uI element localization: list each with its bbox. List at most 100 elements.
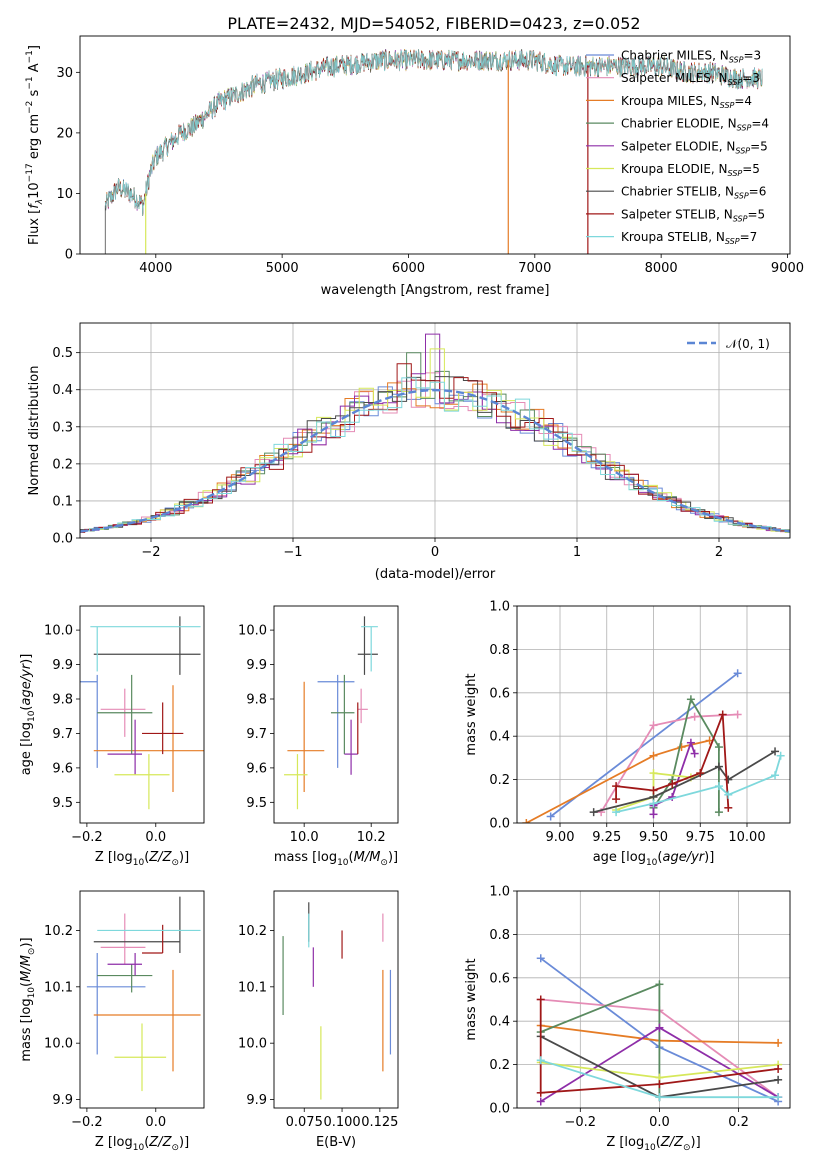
x-tick-label: 2 [715, 545, 723, 560]
x-tick-label: 9.00 [546, 830, 575, 845]
y-tick-label: 9.5 [246, 796, 267, 811]
label-fragment: f [27, 202, 42, 209]
y-tick-label: 0.0 [489, 1102, 510, 1117]
y-axis-label: Flux [fλ10−17 erg cm−2 s−1 A−1] [25, 45, 45, 245]
y-tick-label: 0.8 [489, 928, 510, 943]
label-fragment: 10 [644, 1143, 656, 1153]
age-vs-mass-panel: 10.0 10.2 9.5 9.6 9.7 9.8 9.9 10.0 mass [log10(M… [238, 605, 399, 868]
label-fragment: Z/Z [660, 1135, 684, 1150]
label-fragment: ( [19, 706, 34, 711]
y-tick-label: 0.1 [52, 494, 73, 509]
x-tick-label: 9000 [771, 261, 804, 276]
y-tick-label: 9.9 [52, 1093, 73, 1108]
legend-series-name: Chabrier MILES, N [621, 49, 729, 63]
legend-series-name: Salpeter ELODIE, N [621, 139, 735, 153]
axes-frame: −2 −1 0 1 2 0.0 0.1 0.2 0.3 0.4 0.5 𝒩(0, 1) (data-mo… [27, 322, 791, 582]
label-fragment: Z/Z [148, 1135, 172, 1150]
plot-area [86, 896, 201, 1092]
plot-area [80, 333, 790, 534]
errorbar-kroupa-elodie [284, 754, 308, 810]
weight-marker-kroupa-miles [774, 1038, 783, 1047]
x-tick-label: 0.125 [361, 1115, 398, 1130]
weight-marker-salpeter-miles [690, 712, 699, 721]
errorbar-kroupa-stelib [361, 626, 378, 672]
weight-marker-chabrier-miles [733, 669, 742, 678]
weight-marker-salpeter-stelib [724, 803, 733, 812]
label-fragment: M/M [19, 955, 34, 982]
x-axis-label: Z [log10(Z/Z⊙)] [606, 1135, 700, 1153]
label-fragment: )] [388, 850, 398, 865]
label-fragment: Flux [ [27, 209, 42, 245]
x-tick-label: 0.0 [145, 830, 166, 845]
label-fragment: age/yr [662, 850, 705, 865]
legend-series-name: Salpeter STELIB, N [621, 207, 733, 221]
legend-series-name: Chabrier STELIB, N [621, 185, 734, 199]
x-tick-label: 4000 [139, 261, 172, 276]
y-tick-label: 1.0 [489, 885, 510, 900]
legend-item-chabrier-miles: Chabrier MILES, NSSP=3 [586, 49, 761, 65]
weight-marker-salpeter-elodie [690, 749, 699, 758]
label-fragment: age [log [19, 722, 34, 775]
y-axis-label: mass weight [464, 958, 479, 1040]
weight-marker-salpeter-elodie [655, 1023, 664, 1032]
legend-series-name: Kroupa MILES, N [621, 94, 720, 108]
axes-border [516, 890, 791, 1109]
label-fragment: ⊙ [27, 948, 37, 956]
plot-area [282, 902, 392, 1100]
legend-nssp-value: =5 [747, 207, 765, 221]
axes-border [273, 605, 399, 824]
label-fragment: −2 [25, 101, 35, 114]
errorbar-chabrier-miles [317, 674, 355, 768]
x-tick-label: 10.2 [357, 830, 386, 845]
label-fragment: ( [144, 1135, 149, 1150]
label-fragment: ( [144, 850, 149, 865]
y-tick-label: 9.7 [246, 727, 267, 742]
legend-label: Chabrier MILES, NSSP=3 [621, 49, 761, 65]
legend-label: Salpeter MILES, NSSP=3 [621, 71, 760, 87]
mass-weight-vs-age-panel: 9.00 9.25 9.50 9.75 10.00 0.0 0.2 0.4 0.6 0.8 1.0 a… [464, 600, 791, 868]
legend-nssp-value: =4 [751, 117, 769, 131]
weight-marker-chabrier-stelib [589, 808, 598, 817]
legend-label: Kroupa ELODIE, NSSP=5 [621, 162, 760, 178]
errorbar-kroupa-miles [93, 685, 204, 792]
axes-border [273, 890, 399, 1109]
plot-area [104, 48, 763, 254]
weight-marker-kroupa-stelib [714, 782, 723, 791]
label-fragment: ( [19, 982, 34, 987]
y-tick-label: 0.5 [52, 346, 73, 361]
weight-marker-kroupa-stelib [612, 808, 621, 817]
residuals-panel: −2 −1 0 1 2 0.0 0.1 0.2 0.3 0.4 0.5 𝒩(0, 1) (data-mo… [27, 322, 791, 582]
y-tick-label: 9.6 [52, 761, 73, 776]
weight-marker-salpeter-stelib [774, 1064, 783, 1073]
legend-nssp-value: =4 [734, 94, 752, 108]
y-axis-label: Normed distribution [27, 366, 42, 496]
label-fragment: M/M [354, 850, 381, 865]
label-fragment: mass [log [274, 850, 337, 865]
y-tick-label: 9.5 [52, 796, 73, 811]
label-fragment: 10 [27, 182, 42, 199]
errorbar-kroupa-elodie [114, 1023, 167, 1092]
x-tick-label: 7000 [518, 261, 551, 276]
weight-line-kroupa-miles [525, 739, 710, 823]
label-fragment: ] [27, 45, 42, 50]
weight-marker-chabrier-elodie [686, 695, 695, 704]
weight-marker-salpeter-stelib [668, 779, 677, 788]
axes-frame: −0.2 0.0 0.2 0.0 0.2 0.4 0.6 0.8 1.0 Z [log10(Z/Z… [464, 885, 791, 1153]
y-tick-label: 9.8 [246, 693, 267, 708]
label-fragment: mass [log [19, 998, 34, 1061]
y-tick-label: 9.9 [246, 1093, 267, 1108]
y-tick-label: 10.0 [44, 624, 73, 639]
weight-marker-salpeter-elodie [649, 810, 658, 819]
label-fragment: 10 [133, 1143, 145, 1153]
label-fragment: )] [691, 1135, 701, 1150]
errorbar-chabrier-elodie [330, 674, 355, 755]
label-fragment: ( [349, 850, 354, 865]
legend-item-kroupa-miles: Kroupa MILES, NSSP=4 [586, 94, 752, 110]
legend-nssp-value: =3 [742, 71, 760, 85]
y-tick-label: 10.1 [238, 980, 267, 995]
legend-subscript: SSP [734, 192, 749, 201]
weight-marker-chabrier-elodie [714, 808, 723, 817]
y-tick-label: 0.2 [52, 457, 73, 472]
x-tick-label: −0.2 [71, 1115, 103, 1130]
label-fragment: −17 [25, 163, 35, 182]
